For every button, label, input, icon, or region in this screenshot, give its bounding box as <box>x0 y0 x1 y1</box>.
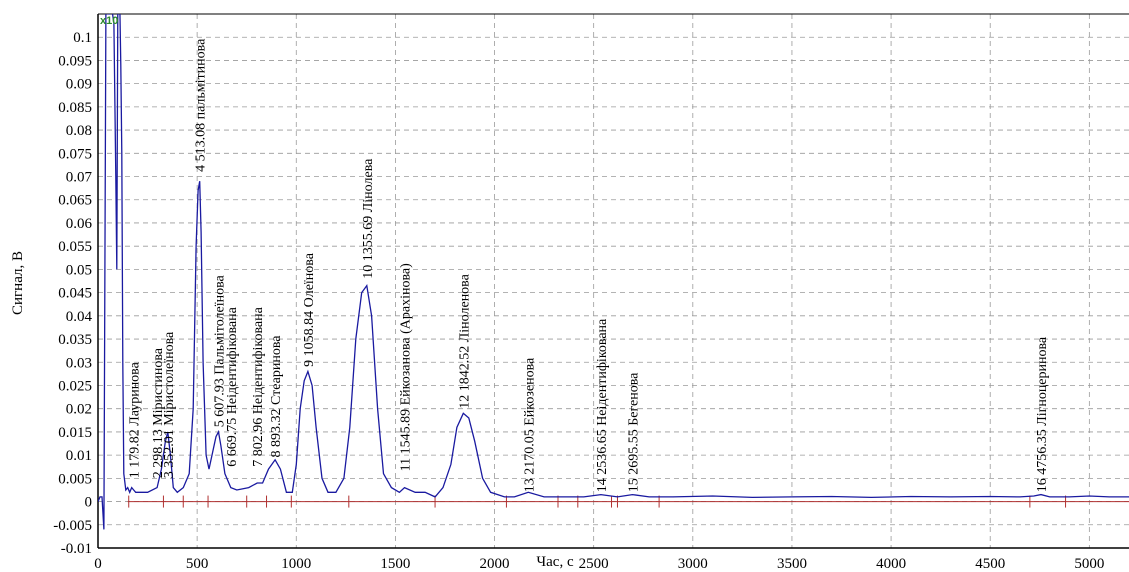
peak-label: 3 352.01 Міристолеїнова <box>162 331 177 478</box>
baseline <box>127 495 1129 508</box>
x-tick-label: 4500 <box>975 556 1005 572</box>
x-tick-label: 0 <box>94 556 102 572</box>
peak-label: 10 1355.69 Лінолева <box>361 158 376 279</box>
y-tick-label: 0.005 <box>58 471 92 487</box>
y-axis-title: Сигнал, В <box>10 251 26 315</box>
y-tick-label: 0.025 <box>58 378 92 394</box>
y-tick-label: 0.055 <box>58 239 92 255</box>
y-tick-label: 0.07 <box>66 170 93 186</box>
x-tick-label: 500 <box>186 556 209 572</box>
peak-label: 16 4756.35 Лігноцеринова <box>1035 336 1050 492</box>
peak-label: 2 298.13 Міристинова <box>151 347 166 478</box>
y-tick-label: 0.04 <box>66 309 93 325</box>
y-tick-label: 0.095 <box>58 53 92 69</box>
y-tick-label: 0 <box>85 495 93 511</box>
peak-label: 15 2695.55 Бегенова <box>626 372 641 492</box>
peak-label: 1 179.82 Лауринова <box>128 361 143 478</box>
x-tick-label: 1000 <box>281 556 311 572</box>
x-tick-label: 3000 <box>678 556 708 572</box>
x-tick-label: 5000 <box>1074 556 1104 572</box>
y-tick-label: -0.005 <box>53 518 92 534</box>
multiplier-label: x10 <box>100 15 118 27</box>
y-tick-label: 0.065 <box>58 193 92 209</box>
peak-label: 8 893.32 Стеаринова <box>269 335 284 458</box>
y-tick-label: 0.1 <box>73 30 92 46</box>
y-tick-label: 0.02 <box>66 402 92 418</box>
tick-labels: -0.01 -0.005 0 0.005 0.01 0.015 0.02 0.025 0.03 0… <box>53 30 1104 572</box>
x-tick-label: 2000 <box>480 556 510 572</box>
x-tick-label: 1500 <box>380 556 410 572</box>
peak-label: 5 607.93 Пальмітолеїнова <box>213 274 228 427</box>
y-tick-label: 0.03 <box>66 355 92 371</box>
y-tick-label: 0.01 <box>66 448 92 464</box>
x-axis-title: Час, с <box>536 554 574 570</box>
y-tick-label: 0.08 <box>66 123 92 139</box>
y-tick-label: 0.085 <box>58 100 92 116</box>
peak-label: 7 802.96 Неідентифікована <box>251 306 266 466</box>
peak-label: 11 1545.89 Ейкозанова (Арахінова) <box>399 263 414 471</box>
peak-label: 4 513.08 пальмітинова <box>194 38 209 172</box>
y-tick-label: 0.06 <box>66 216 93 232</box>
y-tick-label: 0.09 <box>66 77 92 93</box>
x-tick-label: 4000 <box>876 556 906 572</box>
signal-series <box>98 14 1129 530</box>
peak-label: 13 2170.05 Ейкозенова <box>522 357 537 492</box>
y-tick-label: 0.035 <box>58 332 92 348</box>
signal-line <box>98 14 1129 530</box>
x-tick-label: 2500 <box>579 556 609 572</box>
peak-label: 14 2536.65 Неідентифікована <box>595 318 610 492</box>
y-tick-label: 0.075 <box>58 146 92 162</box>
peak-label: 12 1842.52 Ліноленова <box>457 273 472 408</box>
peak-label: 6 669.75 Неідентифікована <box>225 306 240 466</box>
peak-label: 9 1058.84 Олеїнова <box>302 252 317 367</box>
y-tick-label: 0.045 <box>58 286 92 302</box>
y-tick-label: 0.015 <box>58 425 92 441</box>
y-tick-label: -0.01 <box>61 541 92 557</box>
axes <box>97 13 1129 549</box>
grid <box>97 14 1129 549</box>
y-tick-label: 0.05 <box>66 262 92 278</box>
x-tick-label: 3500 <box>777 556 807 572</box>
peak-labels: 1 179.82 Лауринова 2 298.13 Міристинова3 … <box>128 38 1050 492</box>
